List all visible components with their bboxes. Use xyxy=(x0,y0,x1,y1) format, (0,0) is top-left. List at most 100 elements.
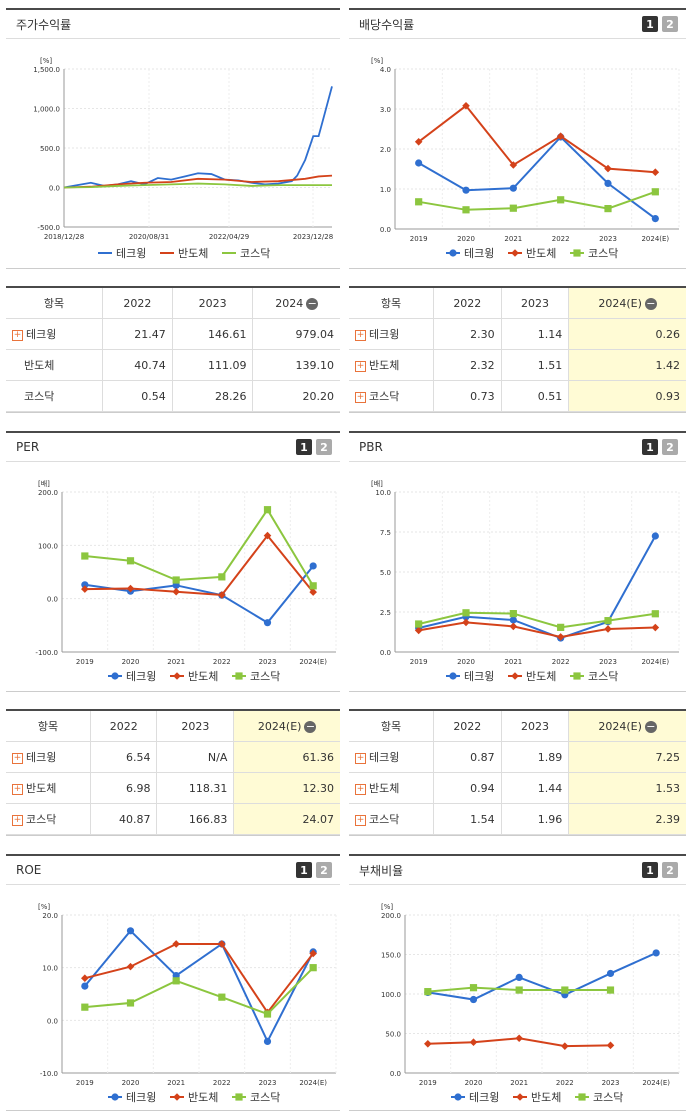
page-2-button[interactable]: 2 xyxy=(662,16,678,32)
table-cell: 24.07 xyxy=(233,803,340,835)
expand-icon[interactable]: + xyxy=(355,360,366,372)
data-point xyxy=(604,205,612,213)
panel-title: PER xyxy=(16,440,40,454)
y-tick-label: 0.0 xyxy=(380,649,391,657)
column-header: 2023 xyxy=(501,288,570,319)
x-tick-label: 2021 xyxy=(167,1079,185,1087)
row-label: + 코스닥 xyxy=(349,380,434,412)
table-row: + 코스닥 40.87 166.83 24.07 xyxy=(6,803,340,835)
collapse-icon[interactable]: − xyxy=(304,719,317,733)
page-2-button[interactable]: 2 xyxy=(316,862,332,878)
y-tick-label: 5.0 xyxy=(380,569,391,577)
cell-value: 코스닥 xyxy=(369,390,400,403)
data-point xyxy=(81,1003,89,1011)
page-2-button[interactable]: 2 xyxy=(662,862,678,878)
expand-icon[interactable]: + xyxy=(12,814,23,826)
legend-marker xyxy=(573,672,581,680)
collapse-icon[interactable]: − xyxy=(644,296,657,310)
page-2-button[interactable]: 2 xyxy=(662,439,678,455)
collapse-icon[interactable]: − xyxy=(306,296,319,310)
x-tick-label: 2022/04/29 xyxy=(209,233,249,241)
y-tick-label: 10.0 xyxy=(42,965,58,973)
unit-label: [배] xyxy=(371,479,383,488)
table-cell: 979.04 xyxy=(252,318,340,350)
table-row: + 테크윙 21.47 146.61 979.04 xyxy=(6,318,340,350)
x-tick-label: 2023 xyxy=(259,1079,277,1087)
data-point xyxy=(651,188,659,196)
expand-icon[interactable]: + xyxy=(12,752,23,764)
cell-value: 0.26 xyxy=(655,327,681,341)
cell-value: 2.30 xyxy=(470,327,495,341)
page-1-button[interactable]: 1 xyxy=(296,439,312,455)
data-point xyxy=(515,1034,523,1043)
page-1-button[interactable]: 1 xyxy=(642,16,658,32)
series-line xyxy=(84,507,315,587)
y-tick-label: -500.0 xyxy=(37,224,60,232)
x-tick-label: 2022 xyxy=(552,658,570,666)
page-1-button[interactable]: 1 xyxy=(642,862,658,878)
y-tick-label: 0.0 xyxy=(47,1017,58,1025)
table-row: 반도체 40.74 111.09 139.10 xyxy=(6,349,340,381)
x-tick-label: 2024(E) xyxy=(642,1079,670,1087)
expand-icon[interactable]: + xyxy=(12,783,23,795)
table-cell: 1.89 xyxy=(501,741,570,773)
x-tick-label: 2019 xyxy=(76,1079,94,1087)
table-cell: 20.20 xyxy=(252,380,340,412)
expand-icon[interactable]: + xyxy=(12,329,23,341)
cell-value: 테크윙 xyxy=(369,751,400,764)
expand-icon[interactable]: + xyxy=(355,783,366,795)
table-cell: 146.61 xyxy=(172,318,254,350)
table-cell: 139.10 xyxy=(252,349,340,381)
data-point xyxy=(462,102,470,110)
table-cell: 28.26 xyxy=(172,380,254,412)
row-label: 코스닥 xyxy=(6,380,103,412)
data-point xyxy=(604,617,612,625)
per-table-wrap: 항목 2022 2023 2024(E) − + 테크윙 6.54 N/A 61.36 + 반도체 6.… xyxy=(6,709,340,836)
column-header-label: 2023 xyxy=(520,719,549,733)
y-tick-label: 0.0 xyxy=(49,185,60,193)
legend-marker xyxy=(173,672,181,680)
expand-icon[interactable]: + xyxy=(355,814,366,826)
data-point xyxy=(556,132,565,140)
expand-icon[interactable]: + xyxy=(355,329,366,341)
column-header: 2024(E) − xyxy=(233,711,340,742)
x-tick-label: 2023 xyxy=(599,658,617,666)
legend-marker xyxy=(573,249,581,257)
data-point xyxy=(469,1038,478,1046)
data-point xyxy=(557,623,565,631)
table-cell: 166.83 xyxy=(156,803,235,835)
data-point xyxy=(126,557,135,565)
series-line xyxy=(84,533,314,596)
data-point xyxy=(309,582,317,590)
data-point xyxy=(509,610,517,618)
legend-marker xyxy=(111,672,119,680)
series-line xyxy=(84,929,315,1044)
expand-icon[interactable]: + xyxy=(355,391,366,403)
page-2-button[interactable]: 2 xyxy=(316,439,332,455)
series-line xyxy=(418,190,656,211)
collapse-icon[interactable]: − xyxy=(644,719,657,733)
cell-value: 7.25 xyxy=(655,750,681,764)
x-tick-label: 2023 xyxy=(602,1079,620,1087)
y-tick-label: 0.0 xyxy=(380,226,391,234)
cell-value: 40.74 xyxy=(134,358,166,372)
expand-icon[interactable]: + xyxy=(355,752,366,764)
y-tick-label: 200.0 xyxy=(381,912,401,920)
page-1-button[interactable]: 1 xyxy=(296,862,312,878)
data-point xyxy=(218,591,226,599)
table-row: + 코스닥 1.54 1.96 2.39 xyxy=(349,803,686,835)
legend-marker xyxy=(111,1093,119,1101)
legend-marker xyxy=(511,672,519,680)
cell-value: 코스닥 xyxy=(24,390,55,403)
column-header-label: 2022 xyxy=(123,296,152,310)
panel-header: 주가수익률 xyxy=(6,10,340,39)
stock-return-chart: [%]1,500.0 1,000.0 500.0 0.0 -500.02018/12/2… xyxy=(33,57,333,260)
legend-label: 반도체 xyxy=(531,1091,561,1104)
data-point xyxy=(462,186,470,194)
data-point xyxy=(462,618,470,627)
page-1-button[interactable]: 1 xyxy=(642,439,658,455)
data-point xyxy=(424,988,432,996)
